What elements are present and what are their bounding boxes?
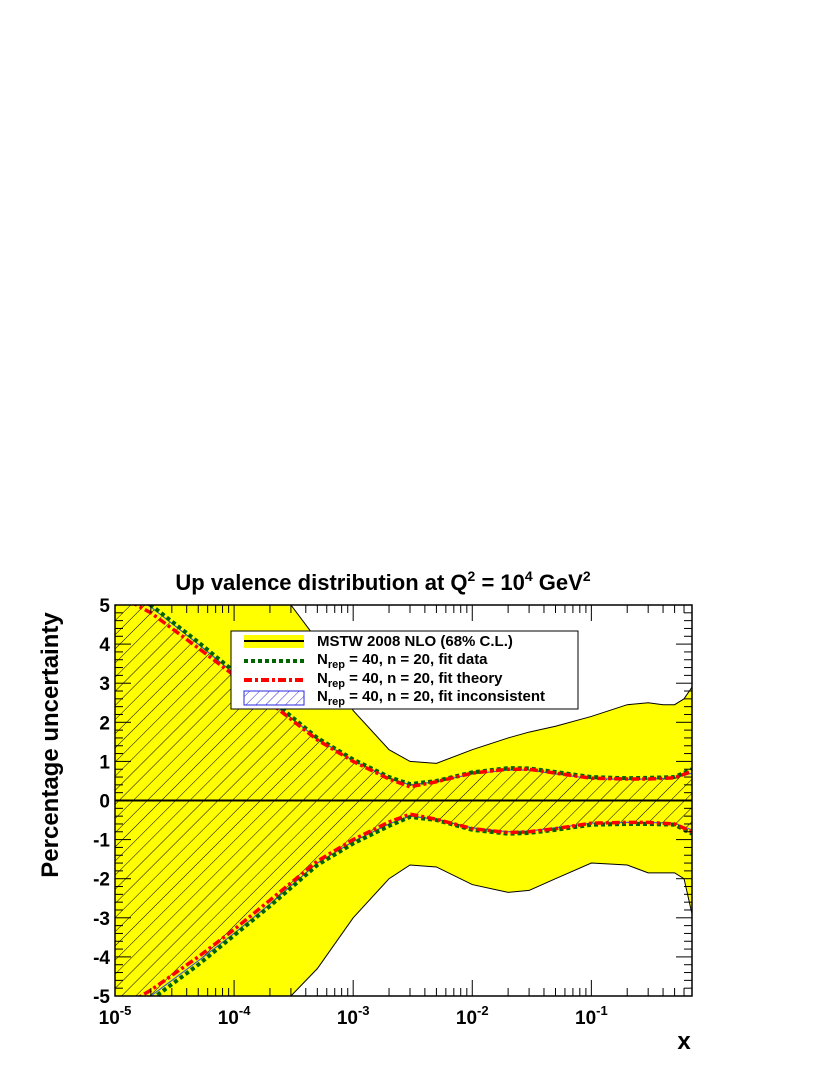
legend-label-fit-data: Nrep = 40, n = 20, fit data	[317, 651, 488, 671]
legend: MSTW 2008 NLO (68% C.L.) Nrep = 40, n = …	[230, 630, 579, 710]
x-tick-label: 10-2	[456, 1003, 489, 1029]
y-tick-label: 1	[99, 752, 110, 773]
fit-data-lower-line	[152, 814, 692, 996]
x-tick-label: 10-3	[337, 1003, 370, 1029]
y-tick-label: 4	[99, 635, 110, 656]
x-axis-label: x	[677, 1028, 691, 1055]
y-tick-label: -1	[93, 831, 110, 852]
y-axis-label: Percentage uncertainty	[37, 612, 64, 878]
y-tick-label: 3	[99, 674, 110, 695]
mstw-band-lower-edge	[115, 862, 692, 996]
x-tick-label: 10-5	[99, 1003, 132, 1029]
y-tick-label: -4	[93, 948, 110, 969]
legend-label-mstw: MSTW 2008 NLO (68% C.L.)	[317, 633, 513, 650]
legend-label-fit-inconsistent: Nrep = 40, n = 20, fit inconsistent	[317, 688, 545, 708]
y-tick-label: -3	[93, 909, 110, 930]
y-tick-label: -5	[93, 987, 110, 1008]
fit-theory-upper-line	[132, 605, 692, 789]
legend-label-fit-theory: Nrep = 40, n = 20, fit theory	[317, 670, 503, 690]
mstw-band-upper-edge	[115, 605, 692, 764]
x-tick-label: 10-1	[575, 1003, 608, 1029]
y-tick-label: 2	[99, 713, 110, 734]
y-tick-label: 0	[99, 792, 110, 813]
y-tick-label: 5	[99, 596, 110, 617]
legend-swatch-fit-inconsistent	[243, 690, 305, 706]
y-tick-label: -2	[93, 870, 110, 891]
x-tick-label: 10-4	[218, 1003, 251, 1029]
chart-title: Up valence distribution at Q2 = 104 GeV2	[175, 568, 590, 595]
